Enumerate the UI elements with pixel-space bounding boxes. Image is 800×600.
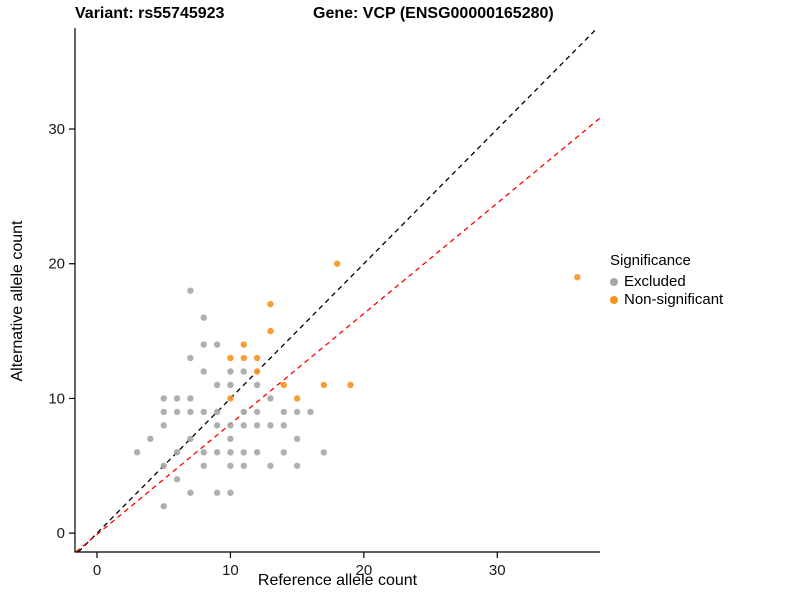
data-point-excluded xyxy=(227,489,234,496)
data-point-excluded xyxy=(293,435,301,443)
data-point-non-significant xyxy=(574,274,581,281)
data-point-excluded xyxy=(187,435,194,443)
data-point-excluded xyxy=(240,422,247,429)
data-point-non-significant xyxy=(227,354,234,362)
data-point-excluded xyxy=(160,422,167,429)
data-point-excluded xyxy=(187,489,194,496)
x-tick-label: 0 xyxy=(93,562,101,579)
data-point-excluded xyxy=(293,462,301,469)
legend-item-label: Excluded xyxy=(624,273,686,290)
data-point-excluded xyxy=(213,449,221,456)
gene-title: Gene: VCP (ENSG00000165280) xyxy=(313,5,554,22)
data-point-excluded xyxy=(187,287,194,294)
legend-item-non-significant: Non-significant xyxy=(610,291,723,308)
data-point-excluded xyxy=(200,462,207,469)
data-point-excluded xyxy=(240,449,247,456)
y-tick-label: 30 xyxy=(48,121,65,138)
data-point-non-significant xyxy=(227,395,234,402)
data-point-non-significant xyxy=(267,300,274,308)
data-point-excluded xyxy=(227,435,234,443)
data-point-excluded xyxy=(213,381,221,389)
data-point-excluded xyxy=(227,368,234,375)
data-point-excluded xyxy=(240,408,247,416)
legend-item-excluded: Excluded xyxy=(610,273,723,290)
data-point-excluded xyxy=(240,462,247,469)
data-point-excluded xyxy=(160,462,167,469)
data-point-excluded xyxy=(200,449,207,456)
data-point-excluded xyxy=(213,408,221,416)
data-point-excluded xyxy=(200,368,207,375)
data-point-excluded xyxy=(240,368,247,375)
data-point-non-significant xyxy=(320,381,328,389)
data-point-excluded xyxy=(320,449,328,456)
data-point-non-significant xyxy=(240,354,247,362)
y-tick-label: 10 xyxy=(48,390,65,407)
data-point-excluded xyxy=(227,449,234,456)
data-point-non-significant xyxy=(333,260,341,267)
axis-lines xyxy=(74,28,600,553)
legend-dot-icon xyxy=(610,295,618,304)
x-axis-label: Reference allele count xyxy=(257,572,418,589)
data-point-excluded xyxy=(280,422,287,429)
data-point-excluded xyxy=(227,422,234,429)
data-point-excluded xyxy=(133,449,141,456)
data-point-excluded xyxy=(213,341,221,348)
data-point-excluded xyxy=(267,422,274,429)
data-point-non-significant xyxy=(267,327,274,335)
data-point-excluded xyxy=(160,503,167,510)
y-tick-label: 20 xyxy=(48,256,65,273)
data-point-excluded xyxy=(307,408,314,416)
data-point-excluded xyxy=(253,422,261,429)
data-point-excluded xyxy=(187,408,194,416)
data-point-excluded xyxy=(253,449,261,456)
identity-line xyxy=(77,27,598,553)
data-point-excluded xyxy=(173,395,181,402)
data-point-excluded xyxy=(200,341,207,348)
data-point-excluded xyxy=(213,489,221,496)
data-point-excluded xyxy=(253,381,261,389)
legend-dot-icon xyxy=(610,277,618,286)
data-point-excluded xyxy=(200,408,207,416)
data-point-excluded xyxy=(293,408,301,416)
data-point-excluded xyxy=(253,408,261,416)
legend-item-label: Non-significant xyxy=(624,291,724,308)
fit-line xyxy=(75,117,601,553)
variant-title: Variant: rs55745923 xyxy=(75,5,225,22)
data-point-excluded xyxy=(267,462,274,469)
data-point-non-significant xyxy=(253,368,261,375)
data-point-excluded xyxy=(173,408,181,416)
data-point-excluded xyxy=(227,381,234,389)
legend-title: Significance xyxy=(610,252,691,269)
y-tick-label: 0 xyxy=(57,525,65,542)
y-axis-label: Alternative allele count xyxy=(9,220,26,382)
data-point-excluded xyxy=(280,449,287,456)
data-point-excluded xyxy=(147,435,154,443)
legend: Significance Excluded Non-significant xyxy=(610,252,723,309)
data-point-excluded xyxy=(160,408,167,416)
data-point-non-significant xyxy=(253,354,261,362)
data-point-excluded xyxy=(187,354,194,362)
x-tick-label: 30 xyxy=(489,562,506,579)
data-point-excluded xyxy=(227,462,234,469)
data-point-non-significant xyxy=(280,381,287,389)
data-point-excluded xyxy=(213,422,221,429)
data-point-non-significant xyxy=(293,395,301,402)
data-point-excluded xyxy=(160,395,167,402)
data-point-excluded xyxy=(187,395,194,402)
data-point-excluded xyxy=(280,408,287,416)
data-point-excluded xyxy=(200,314,207,321)
legend-items: Excluded Non-significant xyxy=(610,273,723,308)
data-point-excluded xyxy=(173,449,181,456)
data-point-excluded xyxy=(267,395,274,402)
data-point-non-significant xyxy=(347,381,354,389)
x-tick-label: 20 xyxy=(356,562,373,579)
data-point-excluded xyxy=(173,476,181,483)
data-point-non-significant xyxy=(240,341,247,348)
x-tick-label: 10 xyxy=(222,562,239,579)
